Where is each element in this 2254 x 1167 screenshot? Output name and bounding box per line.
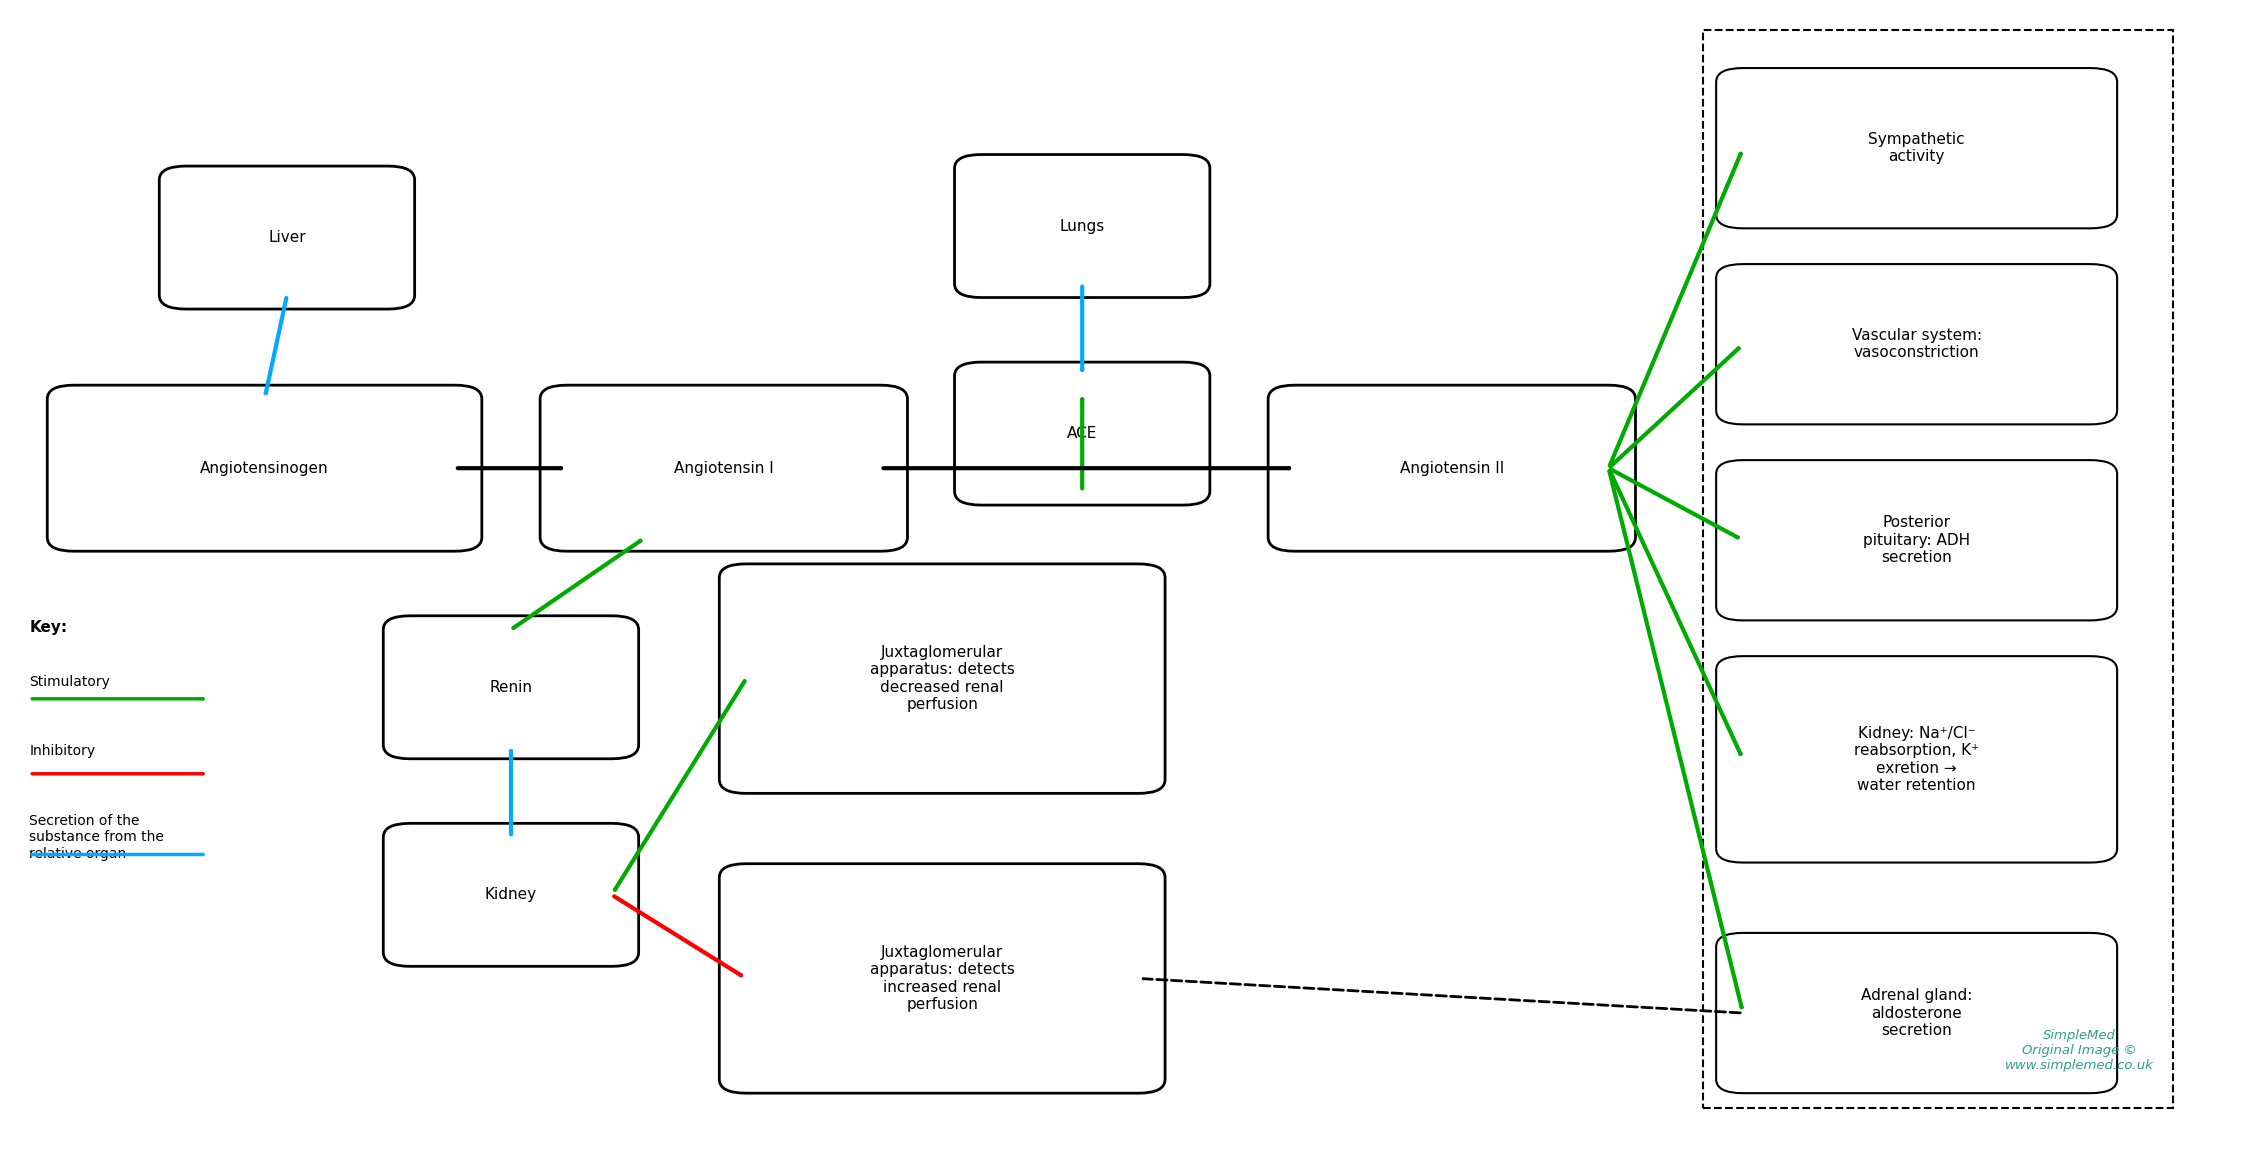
- Text: Angiotensin I: Angiotensin I: [674, 461, 773, 476]
- FancyBboxPatch shape: [1715, 932, 2117, 1093]
- Text: Juxtaglomerular
apparatus: detects
decreased renal
perfusion: Juxtaglomerular apparatus: detects decre…: [870, 645, 1014, 712]
- Text: Kidney: Kidney: [485, 887, 536, 902]
- FancyBboxPatch shape: [953, 154, 1210, 298]
- Text: Juxtaglomerular
apparatus: detects
increased renal
perfusion: Juxtaglomerular apparatus: detects incre…: [870, 945, 1014, 1012]
- Text: Angiotensinogen: Angiotensinogen: [201, 461, 329, 476]
- FancyBboxPatch shape: [541, 385, 908, 551]
- Text: Sympathetic
activity: Sympathetic activity: [1869, 132, 1965, 165]
- Text: Adrenal gland:
aldosterone
secretion: Adrenal gland: aldosterone secretion: [1862, 988, 1972, 1037]
- Text: Secretion of the
substance from the
relative organ: Secretion of the substance from the rela…: [29, 815, 165, 860]
- FancyBboxPatch shape: [719, 864, 1165, 1093]
- Text: Key:: Key:: [29, 621, 68, 635]
- Text: Kidney: Na⁺/Cl⁻
reabsorption, K⁺
exretion →
water retention: Kidney: Na⁺/Cl⁻ reabsorption, K⁺ exretio…: [1855, 726, 1979, 792]
- FancyBboxPatch shape: [1269, 385, 1636, 551]
- Text: Vascular system:
vasoconstriction: Vascular system: vasoconstriction: [1851, 328, 1981, 361]
- Text: Stimulatory: Stimulatory: [29, 675, 110, 689]
- FancyBboxPatch shape: [160, 166, 415, 309]
- Text: Inhibitory: Inhibitory: [29, 743, 95, 757]
- FancyBboxPatch shape: [1715, 264, 2117, 425]
- Text: SimpleMed
Original Image ©
www.simplemed.co.uk: SimpleMed Original Image © www.simplemed…: [2004, 1029, 2153, 1072]
- FancyBboxPatch shape: [47, 385, 482, 551]
- FancyBboxPatch shape: [1715, 460, 2117, 621]
- Text: Lungs: Lungs: [1059, 218, 1104, 233]
- FancyBboxPatch shape: [1715, 656, 2117, 862]
- Text: Renin: Renin: [489, 680, 532, 694]
- Text: Angiotensin II: Angiotensin II: [1400, 461, 1503, 476]
- Text: Liver: Liver: [268, 230, 307, 245]
- FancyBboxPatch shape: [953, 362, 1210, 505]
- FancyBboxPatch shape: [383, 616, 638, 759]
- Text: Posterior
pituitary: ADH
secretion: Posterior pituitary: ADH secretion: [1864, 516, 1970, 565]
- FancyBboxPatch shape: [719, 564, 1165, 794]
- FancyBboxPatch shape: [1715, 68, 2117, 229]
- FancyBboxPatch shape: [383, 824, 638, 966]
- Text: ACE: ACE: [1066, 426, 1098, 441]
